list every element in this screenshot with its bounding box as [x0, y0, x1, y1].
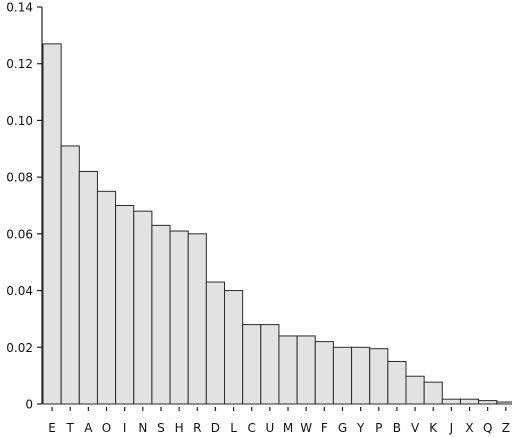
bar-Z [496, 401, 512, 405]
y-tick-label: 0 [25, 398, 33, 412]
bar-N [133, 210, 153, 405]
bar-K [423, 381, 443, 405]
x-tick-label: E [48, 421, 56, 435]
x-tick-label: X [465, 421, 473, 435]
bar-L [224, 290, 244, 405]
x-tick-label: B [393, 421, 401, 435]
bar-P [369, 348, 389, 405]
y-tick-label: 0.10 [6, 114, 33, 128]
x-tick-label: F [321, 421, 328, 435]
bar-J [441, 398, 461, 405]
x-tick-label: Y [356, 421, 365, 435]
bar-I [115, 205, 135, 405]
x-tick-label: P [375, 421, 382, 435]
y-tick-label: 0.02 [6, 341, 33, 355]
x-tick-label: J [449, 421, 454, 435]
bar-D [205, 281, 226, 405]
bar-B [387, 360, 407, 405]
bar-Q [478, 400, 498, 405]
bar-O [96, 190, 117, 405]
bar-S [151, 224, 171, 405]
x-tick-label: R [193, 421, 201, 435]
x-tick-label: L [230, 421, 237, 435]
x-tick-label: Z [502, 421, 510, 435]
x-tick-label: O [102, 421, 111, 435]
bar-F [314, 341, 334, 405]
y-tick-label: 0.12 [6, 57, 33, 71]
bar-C [242, 324, 262, 405]
x-tick-label: T [66, 421, 75, 435]
bar-M [278, 335, 298, 405]
x-tick-label: U [265, 421, 274, 435]
x-tick-label: A [84, 421, 93, 435]
bar-R [187, 233, 207, 405]
y-tick-label: 0.06 [6, 227, 33, 241]
x-tick-label: D [211, 421, 220, 435]
bar-W [296, 335, 316, 405]
bar-V [405, 375, 425, 405]
y-tick-label: 0.08 [6, 171, 33, 185]
y-tick-label: 0.04 [6, 284, 33, 298]
x-tick-label: W [300, 421, 312, 435]
bar-T [60, 145, 80, 405]
y-axis: 0 0.02 0.04 0.06 0.08 0.10 0.12 0.14 [6, 1, 43, 412]
x-tick-label: V [411, 421, 420, 435]
x-tick-label: H [175, 421, 184, 435]
bars [42, 43, 512, 405]
x-tick-label: S [157, 421, 165, 435]
bar-Y [351, 346, 371, 405]
bar-E [42, 43, 62, 405]
bar-H [169, 230, 189, 405]
x-tick-label: Q [483, 421, 492, 435]
bar-G [332, 346, 353, 405]
bar-A [78, 170, 98, 405]
x-tick-label: N [138, 421, 147, 435]
x-tick-label: M [283, 421, 293, 435]
x-tick-label: K [429, 421, 438, 435]
y-tick-label: 0.14 [6, 1, 33, 15]
x-tick-label: G [338, 421, 347, 435]
bar-U [260, 324, 280, 405]
x-tick-label: C [248, 421, 256, 435]
x-tick-label: I [123, 421, 127, 435]
bar-X [459, 398, 480, 405]
